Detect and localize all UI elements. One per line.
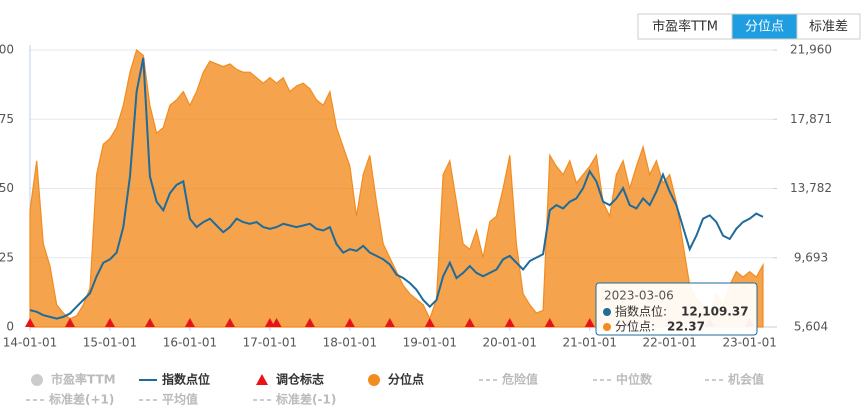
rebalance-marker [64,318,75,327]
legend-icon [368,374,380,386]
y-tick-label: 75 [0,112,14,126]
legend-label[interactable]: 机会值 [728,372,764,387]
tooltip-dot [603,323,611,331]
y-tick-label: 0 [6,320,14,334]
x-tick-label: 22-01-01 [642,336,696,350]
tooltip-date: 2023-03-06 [604,289,674,303]
index-line [29,57,764,320]
tab-button[interactable] [637,13,733,40]
tooltip [595,282,758,336]
tooltip-label: 指数点位: [615,304,667,319]
legend-label[interactable]: 分位点 [388,372,424,387]
legend-label[interactable]: 中位数 [616,372,653,387]
y2-tick-label: 5,604 [794,320,828,334]
x-tick-label: 20-01-01 [483,336,537,350]
y2-tick-label: 21,960 [790,43,832,57]
legend-label[interactable]: 指数点位 [162,372,210,387]
y2-tick-label: 17,871 [790,112,832,126]
y2-tick-label: 13,782 [790,181,832,195]
tooltip-dot [603,308,611,316]
rebalance-marker [264,318,275,327]
rebalance-marker [104,318,115,327]
tab-button[interactable] [796,13,861,40]
rebalance-marker [544,318,555,327]
legend-label[interactable]: 标准差(+1) [48,392,114,407]
legend-label[interactable]: 标准差(-1) [275,392,336,407]
tooltip-value: 12,109.37 [681,305,749,319]
legend-label[interactable]: 调仓标志 [276,372,324,387]
rebalance-marker [504,318,515,327]
tab-label[interactable]: 分位点 [745,20,784,35]
tooltip-label: 分位点: [615,319,655,334]
rebalance-marker [424,318,435,327]
x-tick-label: 19-01-01 [403,336,457,350]
percentile-area [29,48,764,328]
rebalance-marker [464,318,475,327]
legend-label[interactable]: 平均值 [162,392,198,407]
rebalance-marker [224,318,235,327]
rebalance-marker [584,318,595,327]
x-tick-label: 17-01-01 [243,336,297,350]
x-tick-label: 23-01-01 [722,336,776,350]
x-tick-label: 21-01-01 [563,336,617,350]
rebalance-marker [184,318,195,327]
rebalance-marker [25,318,35,327]
y-tick-label: 100 [0,43,14,57]
legend-icon [256,374,268,385]
rebalance-marker [271,318,282,327]
legend-label[interactable]: 危险值 [501,372,538,387]
tab-button[interactable] [731,13,798,40]
x-tick-label: 16-01-01 [163,336,217,350]
tab-label[interactable]: 市盈率TTM [652,19,718,35]
tab-label[interactable]: 标准差 [809,20,848,35]
y-tick-label: 50 [0,181,14,195]
x-tick-label: 14-01-01 [3,336,57,350]
x-tick-label: 18-01-01 [323,336,377,350]
rebalance-marker [384,318,395,327]
rebalance-marker [144,318,155,327]
legend-icon [31,374,43,386]
x-tick-label: 15-01-01 [83,336,137,350]
rebalance-marker [304,318,315,327]
y-tick-label: 25 [0,250,14,264]
legend-label[interactable]: 市盈率TTM [51,372,116,387]
y2-tick-label: 9,693 [794,250,828,264]
rebalance-marker [344,318,355,327]
tooltip-value: 22.37 [667,320,705,334]
